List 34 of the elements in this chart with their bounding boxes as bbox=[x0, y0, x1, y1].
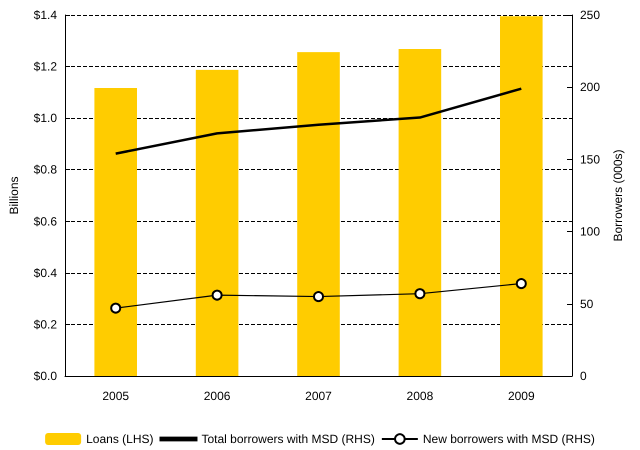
x-tick-label: 2009 bbox=[508, 389, 535, 403]
point bbox=[313, 291, 324, 302]
y-tick-label: $1.0 bbox=[34, 111, 58, 126]
y2-tick-label: 200 bbox=[580, 80, 600, 94]
y2-tick-label: 100 bbox=[580, 224, 600, 239]
x-tick-label: 2007 bbox=[305, 389, 332, 403]
point bbox=[516, 278, 527, 290]
x-tick-label: 2008 bbox=[406, 389, 434, 403]
legend-label: Loans (LHS) bbox=[86, 432, 154, 446]
legend-label: New borrowers with MSD (RHS) bbox=[422, 432, 595, 446]
y2-tick-label: 150 bbox=[580, 152, 600, 166]
point bbox=[212, 290, 223, 301]
y-tick-label: $0.4 bbox=[34, 266, 58, 280]
y2-axis-title: Borrowers (000s) bbox=[611, 149, 625, 242]
y-tick-label: $0.6 bbox=[34, 214, 58, 228]
point bbox=[110, 302, 122, 314]
y-tick-label: $0.8 bbox=[34, 162, 58, 177]
x-tick-label: 2005 bbox=[102, 389, 130, 403]
y2-tick-label: 50 bbox=[580, 296, 594, 311]
x-tick-label: 2006 bbox=[204, 389, 231, 403]
y-axis-title: Billions bbox=[7, 176, 21, 215]
point bbox=[414, 288, 426, 300]
legend-label: Total borrowers with MSD (RHS) bbox=[201, 432, 375, 446]
bar bbox=[196, 70, 238, 376]
y2-tick-label: 0 bbox=[580, 369, 587, 383]
bar bbox=[398, 49, 442, 376]
bar bbox=[94, 88, 137, 376]
y-tick-label: $1.4 bbox=[34, 8, 58, 22]
bar bbox=[500, 16, 543, 376]
y-tick-label: $1.2 bbox=[34, 60, 58, 74]
y2-tick-label: 250 bbox=[580, 8, 600, 22]
y-tick-label: $0.2 bbox=[34, 317, 58, 332]
bar bbox=[297, 52, 340, 376]
y-tick-label: $0.0 bbox=[34, 369, 58, 383]
